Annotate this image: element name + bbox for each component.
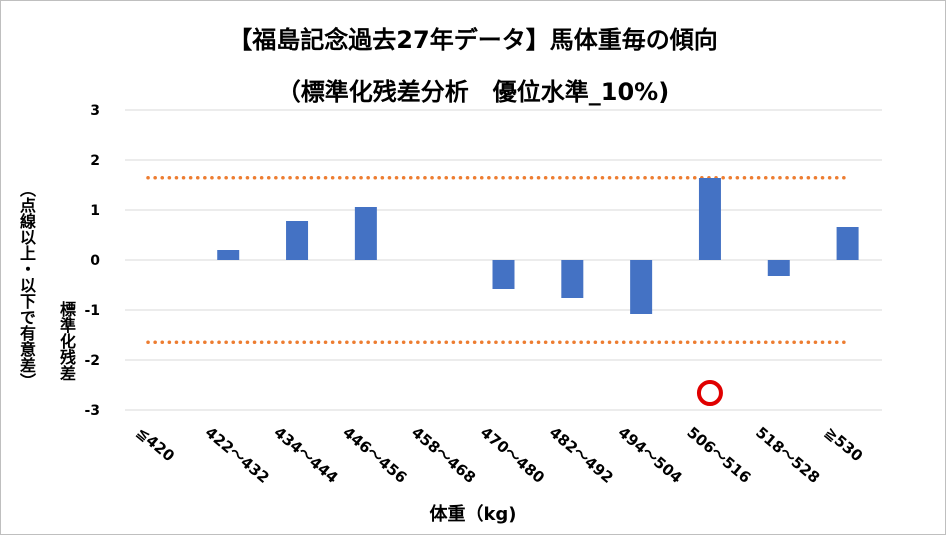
- bar: [698, 178, 721, 260]
- bar: [286, 221, 309, 260]
- x-tick-label: 482～492: [546, 423, 617, 487]
- x-tick-label: 470～480: [477, 423, 548, 487]
- y-tick-label: -3: [84, 403, 100, 419]
- x-tick-label: 446～456: [339, 423, 410, 487]
- bar: [354, 207, 377, 260]
- y-tick-label: 0: [90, 253, 100, 269]
- highlight-circle-marker: [696, 380, 723, 406]
- bar: [630, 260, 653, 314]
- y-tick-labels: 3 2 1 0 -1 -2 -3: [84, 103, 100, 419]
- bar: [836, 227, 859, 260]
- threshold-lines: [146, 176, 847, 344]
- x-tick-label: ≧530: [821, 423, 866, 465]
- y-tick-label: 2: [90, 153, 100, 169]
- x-tick-label: 434～444: [270, 423, 341, 487]
- bar: [767, 260, 790, 276]
- chart-subtitle: （標準化残差分析 優位水準_10%): [276, 78, 670, 106]
- x-tick-label: 518～528: [752, 423, 823, 487]
- y-tick-label: -2: [84, 353, 100, 369]
- bar: [492, 260, 515, 289]
- bar: [561, 260, 584, 298]
- y-tick-label: 1: [90, 203, 100, 219]
- x-tick-label: 458～468: [408, 423, 479, 487]
- bars: [217, 178, 859, 314]
- bar: [217, 250, 240, 260]
- x-tick-label: 494～504: [615, 423, 686, 487]
- x-tick-label: ≦420: [133, 423, 178, 465]
- y-axis-label: 標準化残差: [57, 301, 76, 381]
- x-tick-label: 422～432: [202, 423, 273, 487]
- y-tick-label: -1: [84, 303, 100, 319]
- x-tick-labels: ≦420 422～432434～444446～456458～468470～4804…: [133, 423, 866, 487]
- x-axis-label: 体重（kg): [429, 504, 517, 525]
- grid-lines: [125, 109, 882, 411]
- y-tick-label: 3: [90, 103, 100, 119]
- chart-title: 【福島記念過去27年データ】馬体重毎の傾向: [228, 26, 718, 54]
- y-axis-label-note: （点線以上・以下で有意差）: [17, 181, 36, 389]
- x-tick-label: 506～516: [683, 423, 754, 487]
- marker: [696, 380, 723, 406]
